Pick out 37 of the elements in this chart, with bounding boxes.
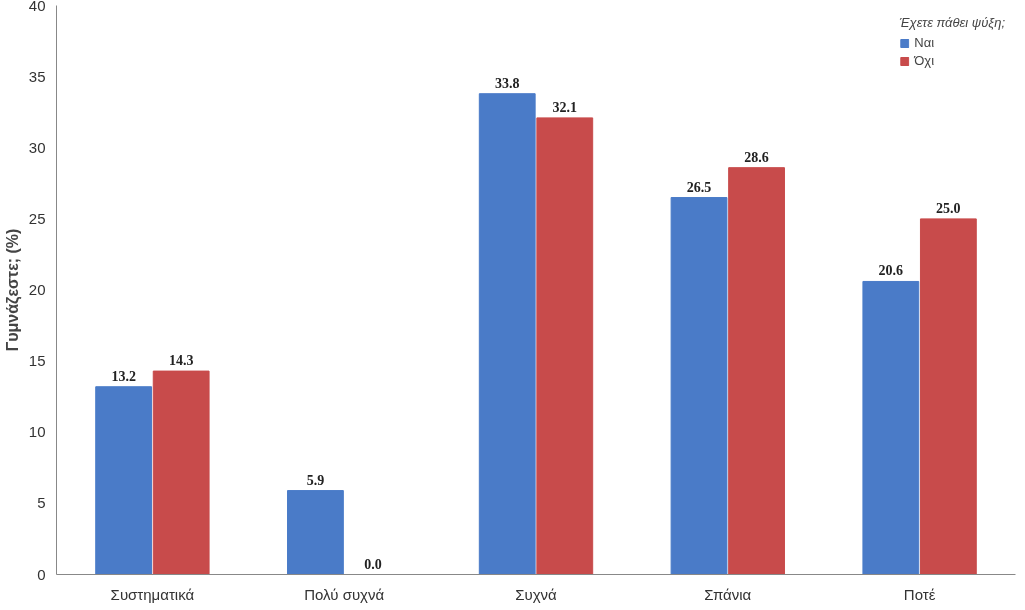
data-label: 14.3 [168, 353, 194, 369]
bar [862, 280, 920, 575]
bar [919, 218, 977, 575]
bar [670, 197, 728, 575]
y-tick-label: 15 [28, 352, 46, 370]
data-label: 28.6 [744, 149, 769, 165]
data-label: 25.0 [936, 200, 961, 216]
x-tick-label: Πολύ συχνά [304, 585, 385, 603]
bar [536, 117, 594, 575]
bar [152, 370, 210, 575]
y-tick-label: 0 [37, 565, 46, 583]
bar [478, 93, 536, 575]
data-label: 13.2 [111, 368, 136, 384]
bar [728, 167, 785, 575]
x-tick-label: Ποτέ [903, 585, 936, 603]
y-tick-label: 25 [28, 209, 46, 227]
data-label: 32.1 [552, 99, 578, 115]
legend-label: Ναι [914, 35, 935, 50]
bar [287, 490, 344, 575]
x-tick-label: Συστηματικά [110, 585, 195, 603]
y-tick-label: 35 [28, 67, 46, 85]
x-tick-label: Συχνά [515, 585, 558, 603]
data-label: 5.9 [306, 472, 325, 488]
data-label: 26.5 [686, 179, 712, 195]
y-tick-label: 30 [28, 138, 46, 156]
y-tick-label: 20 [28, 281, 46, 298]
y-tick-label: 5 [37, 494, 46, 512]
legend-label: Όχι [914, 53, 935, 68]
data-label: 33.8 [494, 75, 520, 91]
x-tick-label: Σπάνια [704, 585, 752, 603]
legend-title: Έχετε πάθει ψύξη; [899, 15, 1005, 30]
bar [95, 386, 153, 575]
y-axis-title: Γυμνάζεστε; (%) [3, 228, 22, 352]
data-label: 0.0 [364, 556, 382, 572]
data-label: 20.6 [878, 263, 904, 279]
y-tick-label: 10 [28, 423, 46, 441]
y-tick-label: 40 [28, 0, 46, 14]
